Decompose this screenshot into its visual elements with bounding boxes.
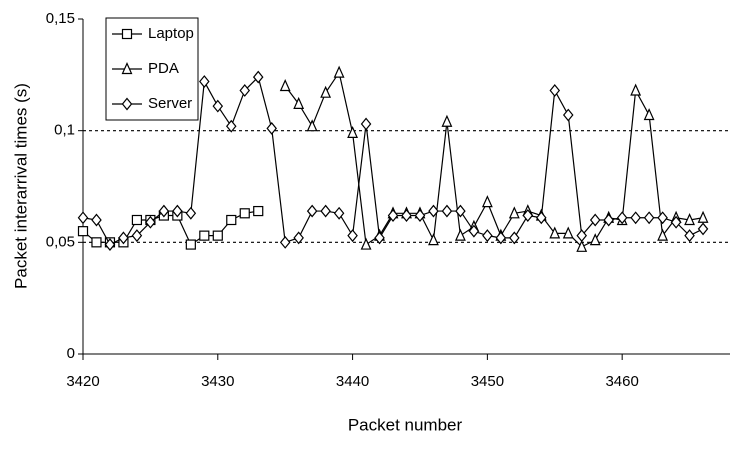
marker — [185, 239, 196, 250]
marker — [576, 229, 588, 243]
marker — [279, 235, 291, 249]
marker — [670, 215, 682, 229]
x-tick-label: 3420 — [66, 373, 99, 390]
marker — [562, 226, 574, 239]
x-tick-label: 3450 — [471, 373, 504, 390]
marker — [508, 206, 520, 219]
marker — [293, 231, 304, 245]
marker — [306, 204, 318, 218]
marker — [576, 239, 588, 252]
x-tick-label: 3440 — [336, 373, 369, 390]
y-tick-label: 0,15 — [46, 10, 75, 27]
marker — [347, 125, 359, 138]
y-axis-label: Packet interarrival times (s) — [11, 83, 30, 289]
marker — [536, 211, 547, 225]
marker — [306, 119, 318, 132]
legend-label: Server — [148, 95, 192, 112]
marker — [226, 214, 237, 226]
marker — [225, 119, 237, 133]
marker — [212, 99, 224, 113]
marker — [428, 233, 439, 246]
marker — [158, 204, 170, 218]
marker — [253, 205, 264, 217]
marker — [562, 108, 574, 122]
marker — [387, 209, 399, 222]
marker — [549, 226, 561, 239]
marker — [320, 85, 332, 98]
marker — [118, 231, 129, 245]
y-tick-label: 0 — [67, 345, 75, 362]
marker — [131, 229, 143, 243]
marker — [481, 195, 493, 208]
marker — [643, 211, 655, 225]
marker — [360, 117, 372, 131]
marker — [199, 75, 210, 88]
x-tick-label: 3430 — [201, 373, 234, 390]
marker — [657, 211, 668, 225]
marker — [279, 79, 291, 92]
marker — [509, 231, 520, 245]
marker — [684, 229, 695, 243]
marker — [333, 206, 345, 220]
marker — [428, 204, 439, 218]
marker — [239, 208, 250, 219]
marker — [441, 114, 453, 127]
marker — [145, 215, 156, 229]
marker — [468, 224, 480, 238]
marker — [77, 211, 89, 225]
legend-label: PDA — [148, 60, 179, 77]
marker — [347, 229, 358, 243]
marker — [630, 83, 642, 96]
marker — [172, 204, 183, 218]
marker — [697, 222, 709, 236]
marker — [360, 237, 372, 250]
marker — [589, 233, 601, 246]
series-line — [284, 71, 704, 248]
marker — [697, 210, 709, 223]
marker — [374, 231, 385, 245]
marker — [239, 84, 251, 97]
marker — [91, 213, 102, 227]
marker — [185, 206, 197, 220]
marker — [454, 228, 466, 241]
marker — [495, 231, 507, 245]
legend-marker — [121, 28, 133, 40]
marker — [549, 84, 561, 97]
marker — [616, 211, 628, 225]
marker — [91, 237, 102, 248]
marker — [482, 229, 493, 243]
marker — [522, 209, 534, 222]
marker — [684, 213, 695, 226]
legend-marker — [121, 97, 133, 111]
legend-marker — [121, 62, 133, 75]
marker — [455, 204, 466, 218]
marker — [104, 238, 116, 252]
marker — [77, 226, 89, 237]
marker — [401, 209, 412, 222]
y-tick-label: 0,05 — [46, 233, 75, 250]
marker — [320, 204, 331, 218]
marker — [630, 211, 641, 225]
x-axis-label: Packet number — [348, 415, 463, 434]
marker — [414, 209, 426, 222]
marker — [603, 213, 614, 227]
marker — [589, 213, 601, 227]
marker — [212, 230, 223, 241]
marker — [252, 70, 264, 84]
marker — [333, 65, 345, 78]
marker — [199, 230, 210, 241]
y-tick-label: 0,1 — [54, 122, 75, 139]
marker — [441, 204, 453, 218]
marker — [266, 121, 277, 135]
marker — [131, 214, 143, 226]
x-tick-label: 3460 — [605, 373, 638, 390]
legend-label: Laptop — [148, 25, 194, 42]
marker — [643, 108, 655, 121]
marker — [657, 228, 669, 241]
marker — [293, 96, 305, 109]
